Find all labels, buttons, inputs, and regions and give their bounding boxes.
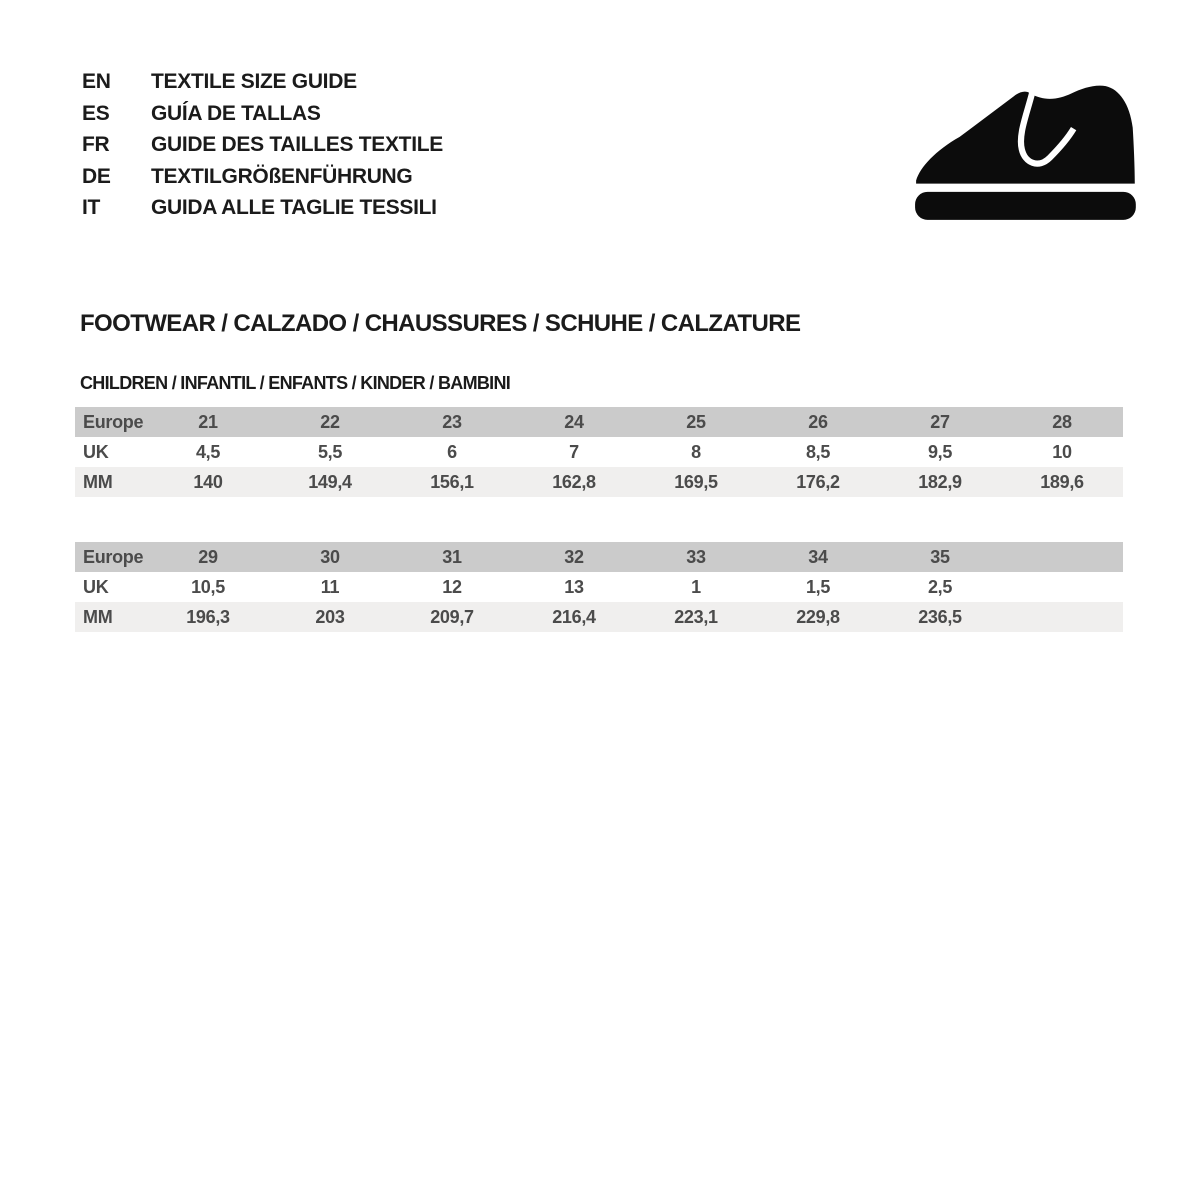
size-cell: 2,5 — [879, 572, 1001, 602]
size-cell: 21 — [147, 407, 269, 437]
size-cell: 13 — [513, 572, 635, 602]
language-code: FR — [82, 133, 110, 156]
size-cell: 149,4 — [269, 467, 391, 497]
size-cell: 196,3 — [147, 602, 269, 632]
size-cell: 5,5 — [269, 437, 391, 467]
language-row-es: ES GUÍA DE TALLAS — [82, 98, 443, 130]
table-row-uk: UK 10,5 11 12 13 1 1,5 2,5 — [75, 572, 1123, 602]
size-cell: 156,1 — [391, 467, 513, 497]
size-cell: 203 — [269, 602, 391, 632]
size-cell: 1,5 — [757, 572, 879, 602]
size-cell: 30 — [269, 542, 391, 572]
size-cell: 176,2 — [757, 467, 879, 497]
size-cell: 32 — [513, 542, 635, 572]
size-table-21-28: Europe 21 22 23 24 25 26 27 28 UK 4,5 5,… — [75, 407, 1123, 497]
size-cell: 1 — [635, 572, 757, 602]
row-label: MM — [75, 467, 147, 497]
row-label: MM — [75, 602, 147, 632]
size-cell: 182,9 — [879, 467, 1001, 497]
size-cell — [1001, 542, 1123, 572]
size-cell: 23 — [391, 407, 513, 437]
size-table-29-35: Europe 29 30 31 32 33 34 35 UK 10,5 11 1… — [75, 542, 1123, 632]
size-cell: 25 — [635, 407, 757, 437]
size-cell: 11 — [269, 572, 391, 602]
size-cell: 209,7 — [391, 602, 513, 632]
language-list: EN TEXTILE SIZE GUIDE ES GUÍA DE TALLAS … — [82, 66, 443, 224]
table-row-mm: MM 196,3 203 209,7 216,4 223,1 229,8 236… — [75, 602, 1123, 632]
size-cell: 10,5 — [147, 572, 269, 602]
size-cell: 10 — [1001, 437, 1123, 467]
size-cell: 22 — [269, 407, 391, 437]
size-cell: 12 — [391, 572, 513, 602]
size-cell: 29 — [147, 542, 269, 572]
section-title: FOOTWEAR / CALZADO / CHAUSSURES / SCHUHE… — [80, 310, 801, 337]
size-cell: 31 — [391, 542, 513, 572]
language-row-de: DE TEXTILGRÖßENFÜHRUNG — [82, 161, 443, 193]
guide-title-it: GUIDA ALLE TAGLIE TESSILI — [151, 196, 437, 219]
table-row-europe: Europe 21 22 23 24 25 26 27 28 — [75, 407, 1123, 437]
language-code: DE — [82, 164, 111, 188]
size-cell: 140 — [147, 467, 269, 497]
size-cell: 7 — [513, 437, 635, 467]
size-cell: 33 — [635, 542, 757, 572]
size-cell: 169,5 — [635, 467, 757, 497]
subsection-title: CHILDREN / INFANTIL / ENFANTS / KINDER /… — [80, 373, 511, 393]
size-cell: 236,5 — [879, 602, 1001, 632]
size-cell: 8,5 — [757, 437, 879, 467]
language-code: EN — [82, 70, 111, 93]
row-label: Europe — [75, 407, 147, 437]
guide-title-fr: GUIDE DES TAILLES TEXTILE — [151, 133, 443, 156]
size-cell: 9,5 — [879, 437, 1001, 467]
guide-title-de: TEXTILGRÖßENFÜHRUNG — [151, 164, 413, 188]
table-row-mm: MM 140 149,4 156,1 162,8 169,5 176,2 182… — [75, 467, 1123, 497]
row-label: UK — [75, 572, 147, 602]
size-cell: 223,1 — [635, 602, 757, 632]
row-label: Europe — [75, 542, 147, 572]
size-cell: 6 — [391, 437, 513, 467]
language-row-en: EN TEXTILE SIZE GUIDE — [82, 66, 443, 98]
size-cell: 4,5 — [147, 437, 269, 467]
language-row-it: IT GUIDA ALLE TAGLIE TESSILI — [82, 192, 443, 224]
size-tables: Europe 21 22 23 24 25 26 27 28 UK 4,5 5,… — [75, 407, 1123, 632]
language-code: ES — [82, 101, 110, 125]
size-cell: 216,4 — [513, 602, 635, 632]
size-cell: 35 — [879, 542, 1001, 572]
table-row-europe: Europe 29 30 31 32 33 34 35 — [75, 542, 1123, 572]
size-cell — [1001, 572, 1123, 602]
size-cell: 162,8 — [513, 467, 635, 497]
size-cell: 28 — [1001, 407, 1123, 437]
size-cell: 24 — [513, 407, 635, 437]
size-cell: 26 — [757, 407, 879, 437]
row-label: UK — [75, 437, 147, 467]
size-cell: 8 — [635, 437, 757, 467]
size-cell: 229,8 — [757, 602, 879, 632]
size-cell — [1001, 602, 1123, 632]
children-shoe-icon — [913, 83, 1141, 222]
size-cell: 34 — [757, 542, 879, 572]
language-row-fr: FR GUIDE DES TAILLES TEXTILE — [82, 129, 443, 161]
guide-title-en: TEXTILE SIZE GUIDE — [151, 70, 357, 93]
guide-title-es: GUÍA DE TALLAS — [151, 101, 321, 125]
language-code: IT — [82, 196, 101, 219]
table-row-uk: UK 4,5 5,5 6 7 8 8,5 9,5 10 — [75, 437, 1123, 467]
size-cell: 189,6 — [1001, 467, 1123, 497]
size-cell: 27 — [879, 407, 1001, 437]
